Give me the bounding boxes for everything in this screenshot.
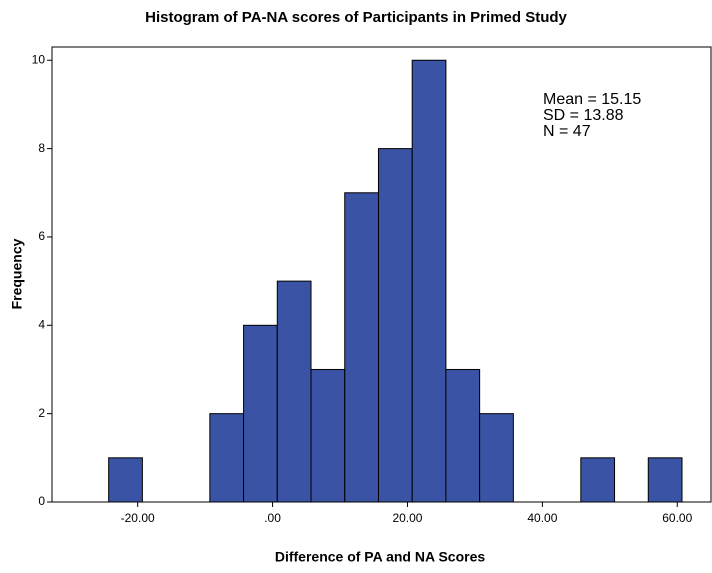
annotation: Mean = 15.15 — [543, 91, 641, 108]
x-tick-label: 60.00 — [662, 511, 692, 525]
bar — [580, 457, 616, 503]
y-axis-label: Frequency — [9, 238, 25, 309]
x-axis-label: Difference of PA and NA Scores — [275, 549, 486, 565]
bar — [377, 148, 413, 503]
y-tick-label: 0 — [38, 494, 45, 508]
annotation: SD = 13.88 — [543, 107, 624, 124]
x-tick-label: 40.00 — [527, 511, 557, 525]
bar — [310, 368, 346, 503]
bar — [344, 192, 379, 503]
y-tick-label: 2 — [38, 406, 45, 420]
y-tick-label: 10 — [32, 52, 46, 66]
bar — [276, 280, 312, 503]
bar — [479, 413, 514, 503]
bar — [243, 324, 278, 503]
y-tick-label: 8 — [38, 141, 45, 155]
x-tick-label: -20.00 — [121, 511, 155, 525]
bar — [108, 457, 143, 503]
bar — [209, 413, 245, 503]
bar — [411, 59, 447, 503]
bar — [647, 457, 683, 503]
x-tick-label: .00 — [264, 511, 281, 525]
chart-title: Histogram of PA-NA scores of Participant… — [145, 9, 567, 26]
y-tick-label: 6 — [38, 229, 45, 243]
x-tick-label: 20.00 — [392, 511, 422, 525]
bar — [445, 368, 481, 503]
annotation: N = 47 — [543, 123, 591, 140]
y-tick-label: 4 — [38, 317, 45, 331]
